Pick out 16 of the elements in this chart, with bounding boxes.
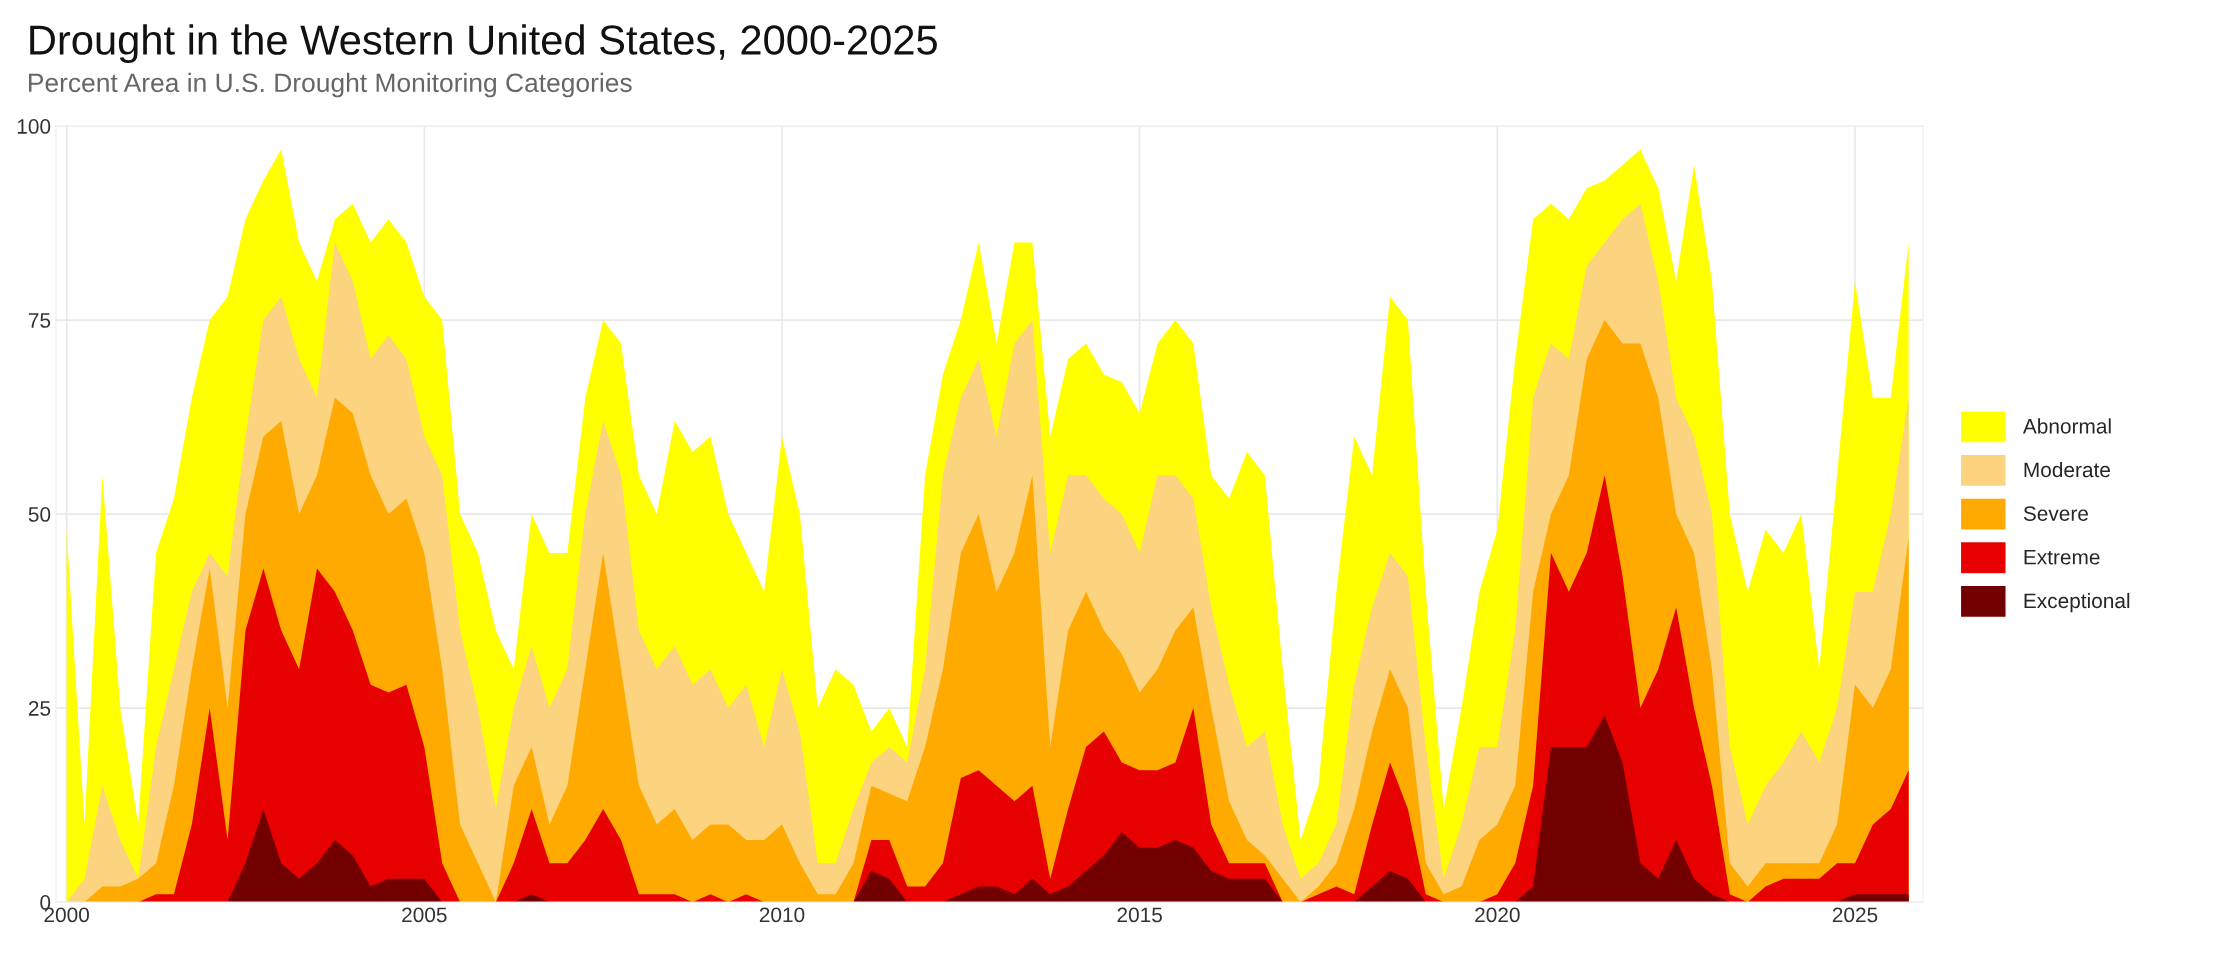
legend-label: Extreme [2024, 550, 2100, 565]
legend-label: Severe [2023, 506, 2088, 521]
x-tick-label: 2005 [402, 907, 447, 923]
x-tick-label: 2025 [1832, 907, 1878, 923]
x-tick-label: 2015 [1117, 907, 1162, 923]
legend-label: Exceptional [2024, 592, 2130, 613]
y-tick-label: 50 [28, 507, 51, 522]
y-tick-label: 100 [17, 119, 51, 134]
y-tick-label: 75 [28, 313, 51, 328]
x-tick-label: 2020 [1475, 907, 1520, 923]
legend-label: Moderate [2024, 461, 2110, 478]
chart-title: Drought in the Western United States, 2000-2025 [30, 24, 937, 64]
x-tick-label: 2010 [759, 907, 805, 923]
chart-subtitle: Percent Area in U.S. Drought Monitoring Categories [29, 72, 632, 98]
y-tick-label: 25 [28, 701, 51, 716]
legend-label: Abnormal [2022, 418, 2111, 434]
